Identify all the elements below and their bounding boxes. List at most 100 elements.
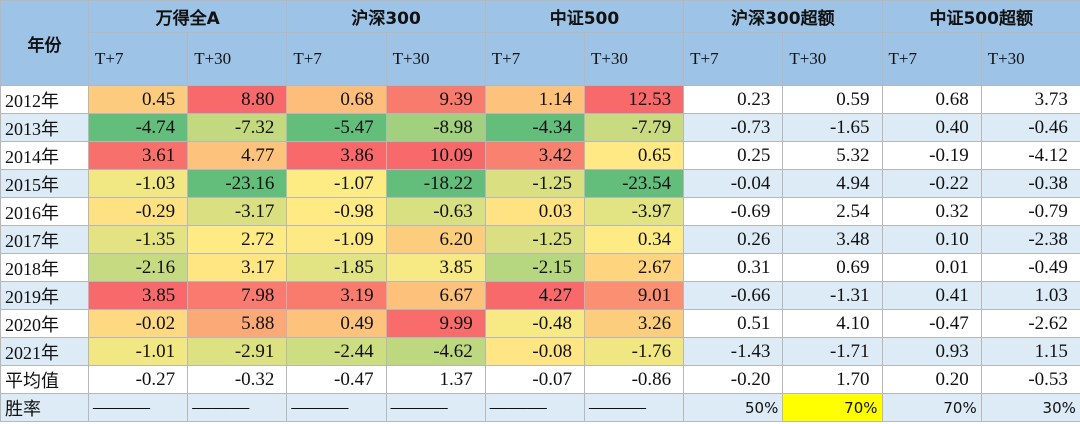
value-cell: -8.98 [385, 113, 486, 142]
value-cell: -0.63 [385, 197, 486, 226]
header-row: 年份 万得全A 沪深300 中证500 沪深300超额 中证500超额 [0, 0, 1080, 86]
value-cell: -1.43 [683, 337, 784, 366]
value-cell: 70% [782, 393, 883, 422]
value-cell: 50% [683, 393, 784, 422]
value-cell: 0.25 [683, 141, 784, 170]
value-cell: 0.69 [782, 253, 883, 282]
value-cell: -1.07 [286, 169, 387, 198]
value-cell: 3.85 [385, 253, 486, 282]
value-cell: -0.04 [683, 169, 784, 198]
data-row: 2014年 3.61 4.77 3.86 10.09 3.42 0.65 0.25 5.32 -0… [0, 141, 1080, 170]
value-cell: -23.16 [187, 169, 288, 198]
value-cell: -4.62 [385, 337, 486, 366]
value-cell: -23.54 [583, 169, 685, 198]
value-cell: -0.53 [980, 365, 1080, 394]
value-cell: -1.03 [87, 169, 189, 198]
year-label: 2018年 [0, 253, 89, 282]
value-cell: -1.25 [484, 169, 585, 198]
value-cell: -1.71 [782, 337, 883, 366]
value-cell: -4.74 [87, 113, 189, 142]
value-cell: -0.69 [683, 197, 784, 226]
value-cell: ——— [583, 393, 685, 422]
value-cell: -0.49 [980, 253, 1080, 282]
data-row: 2019年 3.85 7.98 3.19 6.67 4.27 9.01 -0.66 -1.31 0… [0, 281, 1080, 310]
value-cell: 4.77 [187, 141, 288, 170]
value-cell: 4.94 [782, 169, 883, 198]
group-header: 沪深300 [286, 0, 486, 33]
value-cell: 9.01 [583, 281, 685, 310]
value-cell: -1.01 [87, 337, 189, 366]
value-cell: 3.73 [980, 85, 1080, 114]
value-cell: 0.49 [286, 309, 387, 338]
value-cell: -5.47 [286, 113, 387, 142]
value-cell: -0.32 [187, 365, 288, 394]
value-cell: 5.88 [187, 309, 288, 338]
value-cell: -2.44 [286, 337, 387, 366]
value-cell: -0.22 [881, 169, 982, 198]
value-cell: 6.67 [385, 281, 486, 310]
value-cell: 0.26 [683, 225, 784, 254]
value-cell: 3.48 [782, 225, 883, 254]
win-rate-row: 胜率 ——— ——— ——— ——— ——— ——— 50% 70% 70% 30% [0, 393, 1080, 422]
group-header: 中证500 [484, 0, 685, 33]
value-cell: 0.59 [782, 85, 883, 114]
value-cell: -0.86 [583, 365, 685, 394]
subheader: T+30 [583, 32, 685, 86]
value-cell: -1.35 [87, 225, 189, 254]
value-cell: 5.32 [782, 141, 883, 170]
value-cell: 1.70 [782, 365, 883, 394]
value-cell: 0.34 [583, 225, 685, 254]
value-cell: -7.79 [583, 113, 685, 142]
value-cell: -0.48 [484, 309, 585, 338]
value-cell: 1.15 [980, 337, 1080, 366]
value-cell: -0.66 [683, 281, 784, 310]
value-cell: 8.80 [187, 85, 288, 114]
corner-header: 年份 [0, 0, 89, 86]
value-cell: 3.61 [87, 141, 189, 170]
value-cell: 0.31 [683, 253, 784, 282]
value-cell: 10.09 [385, 141, 486, 170]
data-row: 2021年 -1.01 -2.91 -2.44 -4.62 -0.08 -1.76 -1.43… [0, 337, 1080, 366]
value-cell: 0.41 [881, 281, 982, 310]
value-cell: ——— [484, 393, 585, 422]
value-cell: -0.46 [980, 113, 1080, 142]
value-cell: -2.62 [980, 309, 1080, 338]
subheader: T+7 [286, 32, 387, 86]
value-cell: -1.31 [782, 281, 883, 310]
data-row: 2016年 -0.29 -3.17 -0.98 -0.63 0.03 -3.97 -0.69 2… [0, 197, 1080, 226]
value-cell: -18.22 [385, 169, 486, 198]
value-cell: -0.19 [881, 141, 982, 170]
value-cell: 4.10 [782, 309, 883, 338]
group-header: 万得全A [87, 0, 288, 33]
value-cell: -0.38 [980, 169, 1080, 198]
value-cell: 0.45 [87, 85, 189, 114]
subheader: T+7 [484, 32, 585, 86]
value-cell: 2.54 [782, 197, 883, 226]
value-cell: 0.23 [683, 85, 784, 114]
value-cell: 4.27 [484, 281, 585, 310]
value-cell: 0.03 [484, 197, 585, 226]
value-cell: ——— [385, 393, 486, 422]
value-cell: 0.51 [683, 309, 784, 338]
group-header: 沪深300超额 [683, 0, 883, 33]
value-cell: ——— [87, 393, 189, 422]
row-label: 平均值 [0, 365, 89, 394]
value-cell: 0.20 [881, 365, 982, 394]
data-row: 2020年 -0.02 5.88 0.49 9.99 -0.48 3.26 0.51 4.10-… [0, 309, 1080, 338]
value-cell: ——— [187, 393, 288, 422]
value-cell: -0.07 [484, 365, 585, 394]
value-cell: 0.93 [881, 337, 982, 366]
value-cell: 0.65 [583, 141, 685, 170]
data-row: 2012年 0.45 8.80 0.68 9.39 1.14 12.53 0.23 0.59 0.… [0, 85, 1080, 114]
subheader: T+30 [782, 32, 883, 86]
value-cell: 12.53 [583, 85, 685, 114]
value-cell: -2.91 [187, 337, 288, 366]
value-cell: 3.17 [187, 253, 288, 282]
value-cell: 30% [980, 393, 1080, 422]
subheader: T+7 [87, 32, 189, 86]
value-cell: 3.26 [583, 309, 685, 338]
value-cell: -4.34 [484, 113, 585, 142]
year-label: 2020年 [0, 309, 89, 338]
value-cell: 3.85 [87, 281, 189, 310]
